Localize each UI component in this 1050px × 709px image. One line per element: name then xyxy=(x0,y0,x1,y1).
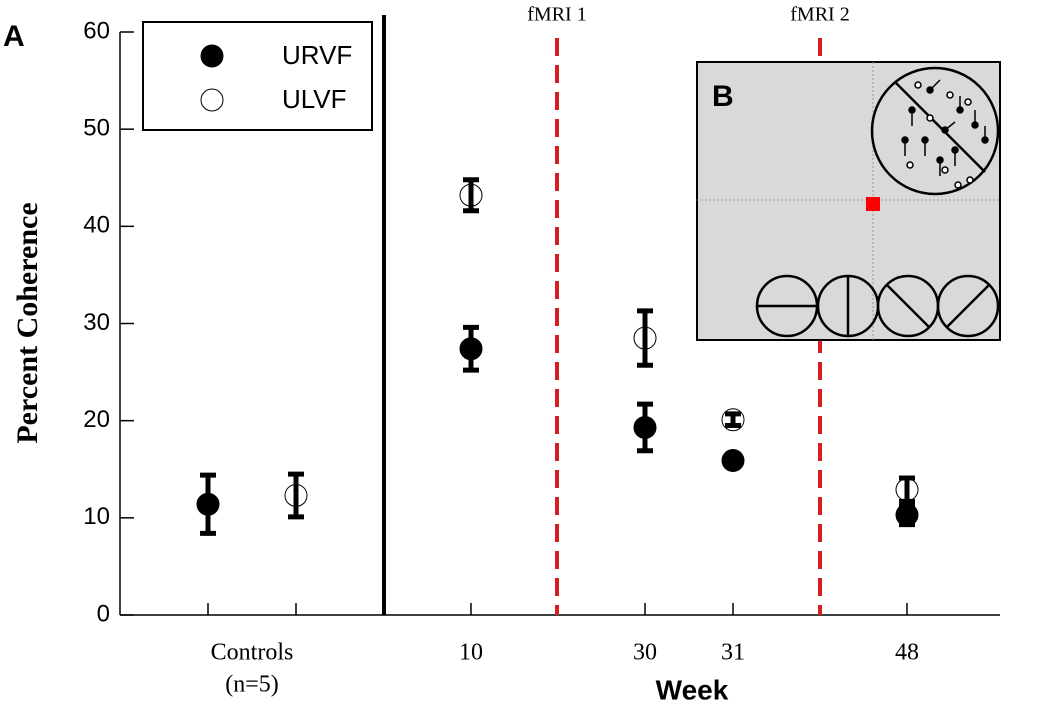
y-tick-label: 40 xyxy=(83,212,110,239)
x-tick-label: 30 xyxy=(633,640,657,666)
panel-label: B xyxy=(712,80,734,113)
y-tick-label: 60 xyxy=(83,17,110,44)
error-bar xyxy=(637,401,653,454)
inset: B xyxy=(696,61,1001,341)
y-tick-label: 0 xyxy=(97,600,110,627)
y-tick-label: 10 xyxy=(83,503,110,530)
legend-label: URVF xyxy=(282,40,352,70)
error-bar xyxy=(637,308,653,368)
legend-label: ULVF xyxy=(282,84,347,114)
legend-marker xyxy=(200,88,224,112)
y-tick-label: 50 xyxy=(83,115,110,142)
panel-label: A xyxy=(3,20,25,53)
error-bar xyxy=(200,472,216,536)
error-bar xyxy=(463,177,479,214)
x-tick-label: 48 xyxy=(895,640,919,666)
error-bar xyxy=(725,411,741,429)
x-tick-label: 31 xyxy=(721,640,745,666)
error-bar xyxy=(288,471,304,520)
x-tick-label: 10 xyxy=(459,640,483,666)
x-axis-label: Week xyxy=(656,674,729,705)
error-bar xyxy=(899,475,915,504)
y-tick-label: 30 xyxy=(83,309,110,336)
legend xyxy=(142,21,373,131)
y-tick-label: 20 xyxy=(83,406,110,433)
x-tick-note: (n=5) xyxy=(225,672,279,698)
x-tick-label: Controls xyxy=(211,640,294,666)
error-bar xyxy=(463,324,479,373)
y-axis-label: Percent Coherence xyxy=(11,202,44,443)
reference-label: fMRI 2 xyxy=(790,4,849,26)
reference-label: fMRI 1 xyxy=(527,4,586,26)
legend-marker xyxy=(200,44,224,68)
marker xyxy=(721,449,745,473)
error-bar xyxy=(899,502,915,528)
